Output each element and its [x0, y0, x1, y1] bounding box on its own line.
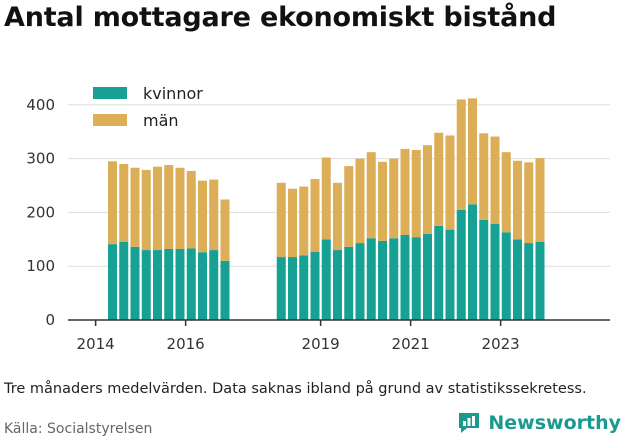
- bar-man: [209, 179, 219, 251]
- bar-kvinnor: [423, 233, 432, 320]
- bar-kvinnor: [153, 250, 162, 320]
- y-tick-label: 400: [26, 96, 55, 114]
- bar-kvinnor: [355, 243, 365, 320]
- bar-man: [153, 166, 162, 251]
- chart-caption: Tre månaders medelvärden. Data saknas ib…: [4, 381, 587, 397]
- bar-man: [310, 179, 320, 252]
- x-tick-label: 2023: [482, 335, 520, 353]
- bar-man: [535, 158, 545, 242]
- bar-kvinnor: [378, 240, 387, 320]
- bar-man: [490, 136, 500, 224]
- x-tick-label: 2021: [392, 335, 430, 353]
- bar-kvinnor: [276, 257, 286, 320]
- bar-kvinnor: [220, 260, 230, 320]
- brand-logo: Newsworthy: [456, 410, 621, 436]
- legend-label: män: [143, 111, 179, 130]
- bar-kvinnor: [456, 209, 466, 320]
- stacked-bar-chart: 0 100 200 300 400 2014 2016 2019 2021 2023 kvinno…: [26, 84, 610, 353]
- bar-man: [456, 99, 466, 210]
- bar-man: [288, 188, 297, 258]
- source-note: Källa: Socialstyrelsen: [4, 421, 153, 437]
- x-tick-label: 2019: [302, 335, 340, 353]
- bar-man: [524, 162, 534, 244]
- bar-kvinnor: [310, 251, 320, 320]
- legend-swatch: [93, 114, 127, 126]
- bar-man: [468, 98, 477, 205]
- bar-kvinnor: [501, 232, 511, 320]
- bar-kvinnor: [411, 237, 421, 320]
- bar-kvinnor: [164, 248, 174, 320]
- bar-man: [119, 163, 129, 242]
- x-tick-label: 2014: [77, 335, 115, 353]
- bar-kvinnor: [445, 229, 455, 320]
- bar-man: [423, 145, 432, 234]
- bar-man: [299, 186, 309, 256]
- bar-man: [130, 167, 140, 247]
- y-tick-label: 200: [26, 203, 55, 221]
- bar-kvinnor: [524, 243, 534, 320]
- bar-man: [378, 161, 387, 241]
- bar-kvinnor: [141, 250, 151, 320]
- bar-man: [366, 152, 376, 239]
- bar-kvinnor: [490, 223, 500, 320]
- bar-man: [389, 158, 399, 239]
- bar-kvinnor: [434, 225, 444, 320]
- y-tick-label: 100: [26, 257, 55, 275]
- bar-kvinnor: [535, 241, 545, 320]
- bar-kvinnor: [119, 241, 129, 320]
- bar-kvinnor: [209, 250, 219, 320]
- bar-man: [175, 167, 185, 249]
- bar-man: [141, 169, 151, 251]
- bar-man: [321, 157, 331, 240]
- bar-kvinnor: [175, 248, 185, 320]
- bar-man: [411, 149, 421, 238]
- legend: kvinnor män: [93, 84, 203, 130]
- bar-kvinnor: [299, 255, 309, 320]
- bar-man: [479, 133, 489, 220]
- legend-swatch: [93, 87, 127, 99]
- bars-group: [108, 98, 545, 320]
- bar-man: [198, 180, 207, 253]
- bar-man: [276, 182, 286, 258]
- bar-kvinnor: [321, 239, 331, 320]
- bar-kvinnor: [198, 252, 207, 320]
- bar-kvinnor: [513, 239, 522, 320]
- bar-kvinnor: [186, 248, 196, 320]
- bar-man: [434, 132, 444, 226]
- bar-man: [445, 135, 455, 230]
- bar-kvinnor: [389, 238, 399, 320]
- bar-man: [355, 158, 365, 244]
- bar-kvinnor: [366, 238, 376, 320]
- legend-label: kvinnor: [143, 84, 203, 103]
- chart-title: Antal mottagare ekonomiskt bistånd: [4, 2, 557, 33]
- bar-man: [344, 166, 354, 247]
- bar-kvinnor: [344, 246, 354, 320]
- bar-man: [220, 199, 230, 261]
- axes: 0 100 200 300 400 2014 2016 2019 2021 2023: [26, 96, 610, 353]
- y-tick-label: 300: [26, 150, 55, 168]
- bar-kvinnor: [288, 257, 297, 320]
- bar-man: [333, 182, 342, 251]
- bar-man: [108, 161, 117, 245]
- bar-kvinnor: [468, 204, 477, 320]
- bar-kvinnor: [108, 244, 117, 320]
- y-tick-label: 0: [45, 311, 55, 329]
- bar-man: [164, 165, 174, 249]
- x-tick-label: 2016: [167, 335, 205, 353]
- bar-kvinnor: [479, 219, 489, 320]
- brand-name: Newsworthy: [488, 412, 621, 434]
- bar-man: [400, 148, 410, 235]
- bar-man: [501, 152, 511, 233]
- bar-man: [186, 170, 196, 249]
- bar-kvinnor: [130, 246, 140, 320]
- bar-man: [513, 160, 522, 240]
- bar-kvinnor: [400, 234, 410, 320]
- bar-kvinnor: [333, 250, 342, 320]
- chart-bubble-icon: [459, 413, 480, 433]
